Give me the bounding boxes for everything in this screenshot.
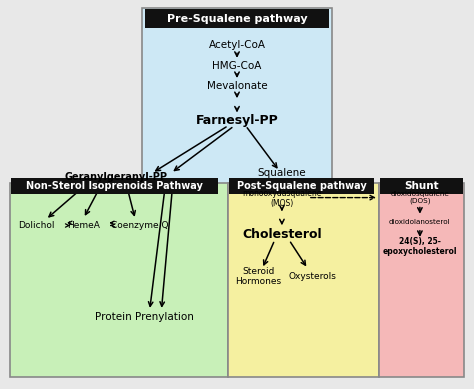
Text: Mevalonate: Mevalonate — [207, 81, 267, 91]
Text: Farnesyl-PP: Farnesyl-PP — [196, 114, 278, 127]
Text: monooxydasqualene
(MOS): monooxydasqualene (MOS) — [242, 189, 321, 208]
Bar — [380, 178, 463, 194]
Text: Cholesterol: Cholesterol — [242, 228, 322, 240]
Text: Coenzyme Q: Coenzyme Q — [111, 221, 169, 230]
Bar — [229, 178, 374, 194]
Text: 24(S), 25-
epoxycholesterol: 24(S), 25- epoxycholesterol — [383, 237, 457, 256]
Text: HemeA: HemeA — [67, 221, 100, 230]
Text: HMG-CoA: HMG-CoA — [212, 61, 262, 71]
Bar — [379, 183, 464, 377]
Bar — [228, 183, 379, 377]
Text: Pre-Squalene pathway: Pre-Squalene pathway — [167, 14, 307, 23]
Text: dioxidosqualene
(DOS): dioxidosqualene (DOS) — [391, 191, 449, 204]
Bar — [11, 178, 218, 194]
Text: Post-Squalene pathway: Post-Squalene pathway — [237, 181, 366, 191]
Text: dioxidolanosterol: dioxidolanosterol — [389, 219, 451, 225]
Text: Squalene: Squalene — [257, 168, 306, 178]
Text: Dolichol: Dolichol — [18, 221, 55, 230]
Bar — [143, 9, 331, 187]
Text: Protein Prenylation: Protein Prenylation — [95, 312, 194, 322]
Text: Steroid
Hormones: Steroid Hormones — [235, 267, 282, 286]
Text: Shunt: Shunt — [404, 181, 439, 191]
Bar — [145, 9, 329, 28]
Bar — [10, 183, 228, 377]
Text: Non-Sterol Isoprenoids Pathway: Non-Sterol Isoprenoids Pathway — [26, 181, 203, 191]
Text: Geranylgeranyl-PP: Geranylgeranyl-PP — [65, 172, 168, 182]
Text: Oxysterols: Oxysterols — [289, 272, 337, 281]
Text: Acetyl-CoA: Acetyl-CoA — [209, 40, 265, 50]
